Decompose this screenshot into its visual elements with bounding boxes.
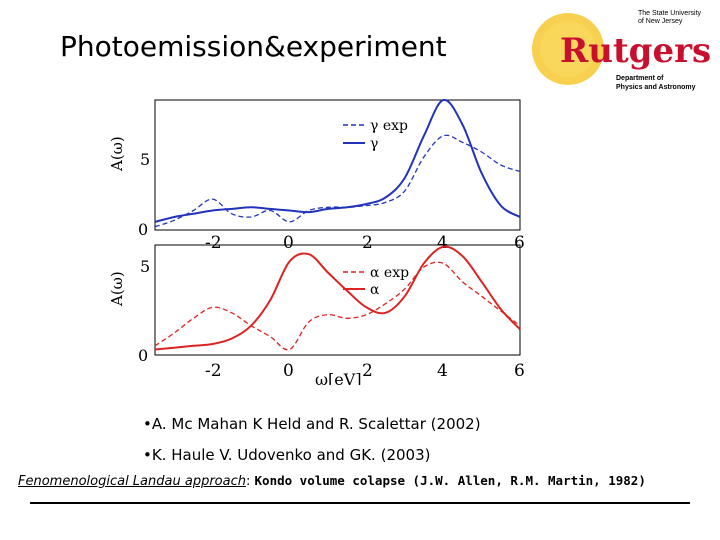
top-panel: A(ω) 5 0 -2 0 2 4 6 γ exp γ: [108, 98, 525, 253]
logo-university-line2: of New Jersey: [638, 18, 683, 25]
footer-lead: Fenomenological Landau approach: [18, 474, 246, 489]
top-ylabel: A(ω): [108, 136, 126, 172]
footer-rule: [30, 502, 690, 504]
logo-dept-line1: Department of: [616, 75, 664, 82]
bottom-xtick-4: 4: [437, 361, 448, 381]
footer-sep: :: [245, 474, 251, 489]
bottom-legend-exp: α exp: [370, 265, 409, 281]
reference-bullet-2: •K. Haule V. Udovenko and GK. (2003): [143, 446, 431, 464]
footer-note: Fenomenological Landau approach: Kondo v…: [18, 473, 646, 489]
logo-dept-line2: Physics and Astronomy: [616, 84, 696, 91]
top-series-theory: [154, 98, 521, 223]
logo-name: Rutgers: [560, 31, 711, 71]
bottom-ytick-0: 0: [138, 346, 148, 365]
rutgers-logo: The State University of New Jersey Rutge…: [532, 10, 711, 91]
bottom-xtick-2: 2: [362, 361, 373, 381]
bottom-xlabel: ω[eV]: [315, 370, 362, 385]
bottom-ytick-5: 5: [140, 257, 150, 276]
bottom-ylabel: A(ω): [108, 271, 126, 307]
bottom-xtick-m2: -2: [205, 361, 222, 381]
slide-title: Photoemission&experiment: [60, 30, 447, 63]
top-legend-theory: γ: [370, 136, 378, 152]
bottom-series-experiment: [154, 261, 521, 351]
top-series-experiment: [154, 134, 521, 228]
top-xtick-0: 0: [283, 233, 294, 253]
top-legend-exp: γ exp: [370, 118, 408, 134]
top-xtick-m2: -2: [205, 233, 222, 253]
bottom-series-theory: [154, 245, 521, 351]
footer-ref: Kondo volume colapse (J.W. Allen, R.M. M…: [254, 473, 646, 488]
logo-university-line1: The State University: [638, 10, 702, 17]
top-ytick-0: 0: [138, 220, 148, 239]
top-xtick-4: 4: [437, 233, 448, 253]
bottom-xtick-0: 0: [283, 361, 294, 381]
top-ytick-5: 5: [140, 150, 150, 169]
top-xtick-6: 6: [514, 233, 525, 253]
bottom-panel: A(ω) 5 0 -2 0 2 4 6 ω[eV] α exp α: [108, 244, 525, 385]
bottom-legend-theory: α: [370, 282, 380, 298]
reference-bullet-1: •A. Mc Mahan K Held and R. Scalettar (20…: [143, 415, 481, 433]
sunburst-icon: [532, 13, 604, 85]
bottom-xtick-6: 6: [514, 361, 525, 381]
top-xtick-2: 2: [362, 233, 373, 253]
spectral-function-chart: A(ω) 5 0 -2 0 2 4 6 γ exp γ A(ω) 5 0 -2 …: [108, 98, 525, 385]
